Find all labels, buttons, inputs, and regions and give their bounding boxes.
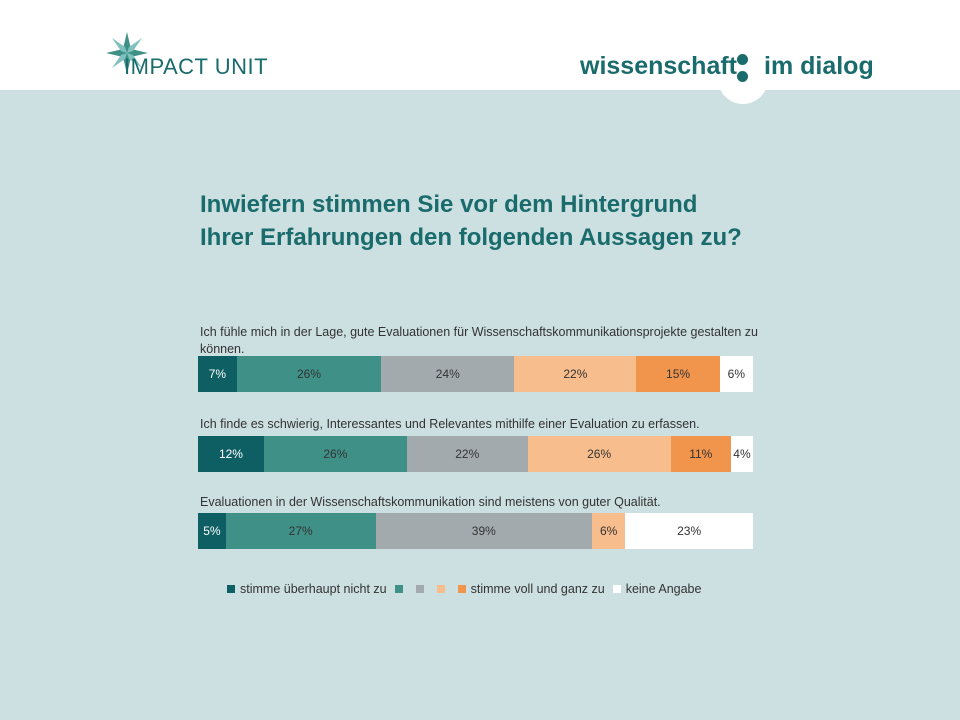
legend-item-2: [394, 585, 408, 593]
legend-item-6: keine Angabe: [612, 582, 702, 596]
bar-segment-2-4: 26%: [527, 436, 671, 472]
legend-label-6: keine Angabe: [625, 582, 702, 596]
bar-segment-1-1: 7%: [198, 356, 237, 392]
chart-title-line-2: Ihrer Erfahrungen den folgenden Aussagen…: [200, 224, 742, 251]
bar-segment-2-2: 26%: [263, 436, 407, 472]
impact-word: IMPACT: [124, 54, 209, 79]
stacked-bar-1: 7% 26% 24% 22% 15% 6%: [198, 356, 753, 392]
legend-swatch-5: [457, 585, 466, 593]
legend-label-1: stimme überhaupt nicht zu: [240, 582, 387, 596]
bar-segment-1-5: 15%: [636, 356, 720, 392]
impact-unit-wordmark: IMPACT UNIT: [124, 54, 268, 80]
unit-word: UNIT: [214, 54, 269, 79]
legend-swatch-3: [415, 585, 424, 593]
legend-item-5: stimme voll und ganz zu: [457, 582, 605, 596]
chart-legend: stimme überhaupt nicht zu stimme voll und…: [227, 582, 709, 596]
bar-segment-2-5: 11%: [670, 436, 731, 472]
wid-colon-icon: [737, 52, 749, 82]
bar-segment-1-4: 22%: [514, 356, 637, 392]
legend-item-3: [415, 585, 429, 593]
legend-swatch-2: [394, 585, 403, 593]
stacked-bar-2: 12% 26% 22% 26% 11% 4%: [198, 436, 753, 472]
legend-item-4: [436, 585, 450, 593]
bar-segment-3-3: 39%: [375, 513, 593, 549]
star-logo-icon: [106, 32, 148, 74]
legend-swatch-6: [612, 585, 621, 593]
header-bar: [0, 0, 960, 90]
legend-label-5: stimme voll und ganz zu: [470, 582, 605, 596]
legend-swatch-4: [436, 585, 445, 593]
bar-segment-3-2: 27%: [225, 513, 376, 549]
statement-label-1: Ich fühle mich in der Lage, gute Evaluat…: [200, 325, 758, 356]
chart-title: Inwiefern stimmen Sie vor dem Hintergrun…: [200, 188, 800, 254]
statement-label-3: Evaluationen in der Wissenschaftskommuni…: [200, 495, 661, 509]
bar-segment-3-1: 5%: [198, 513, 226, 549]
bar-segment-2-6: 4%: [730, 436, 753, 472]
wid-logo-right: im dialog: [764, 52, 874, 80]
wid-logo-left: wissenschaft: [580, 52, 738, 80]
bar-segment-1-2: 26%: [236, 356, 382, 392]
bar-segment-3-4: 6%: [592, 513, 626, 549]
legend-swatch-1: [227, 585, 235, 593]
statement-label-2: Ich finde es schwierig, Interessantes un…: [200, 417, 700, 431]
stacked-bar-3: 5% 27% 39% 6% 23%: [198, 513, 753, 549]
bar-segment-1-3: 24%: [381, 356, 515, 392]
chart-title-line-1: Inwiefern stimmen Sie vor dem Hintergrun…: [200, 191, 698, 218]
bar-segment-2-3: 22%: [406, 436, 528, 472]
legend-item-1: stimme überhaupt nicht zu: [227, 582, 387, 596]
bar-segment-3-6: 23%: [625, 513, 753, 549]
bar-segment-2-1: 12%: [198, 436, 264, 472]
bar-segment-1-6: 6%: [719, 356, 753, 392]
